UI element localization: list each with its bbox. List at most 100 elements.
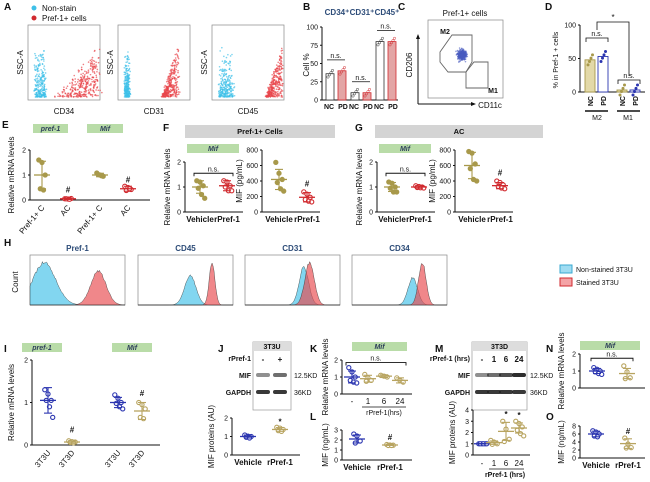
event-dot — [458, 47, 461, 49]
tick-label: 3 — [465, 419, 469, 426]
event-dot — [173, 59, 176, 62]
event-dot — [273, 70, 275, 73]
gate-m1 — [465, 61, 489, 89]
event-dot — [87, 69, 90, 72]
event-dot — [91, 95, 94, 98]
panel-letter: F — [163, 123, 169, 134]
group-label: NC — [374, 104, 384, 111]
data-point — [393, 36, 396, 40]
event-dot — [169, 94, 172, 96]
event-dot — [461, 56, 463, 58]
event-dot — [172, 95, 174, 97]
event-dot — [221, 77, 224, 79]
event-dot — [278, 55, 281, 57]
tick-label: 2 — [24, 358, 28, 365]
event-dot — [222, 70, 224, 73]
event-dot — [85, 95, 88, 98]
event-dot — [69, 88, 72, 91]
event-dot — [279, 61, 282, 63]
event-dot — [169, 95, 172, 98]
event-dot — [278, 59, 281, 61]
event-dot — [85, 81, 88, 84]
event-dot — [39, 78, 42, 81]
event-dot — [127, 83, 130, 86]
event-dot — [172, 69, 174, 72]
event-dot — [74, 87, 77, 89]
panel-letter: N — [546, 344, 553, 355]
significance-label: n.s. — [330, 53, 341, 60]
event-dot — [230, 90, 233, 93]
y-axis-label: SSC-A — [106, 50, 115, 75]
event-dot — [281, 90, 284, 92]
event-dot — [33, 66, 36, 68]
event-dot — [125, 90, 128, 93]
event-dot — [82, 95, 85, 97]
event-dot — [74, 80, 77, 83]
axis-arrow — [417, 38, 472, 105]
event-dot — [278, 62, 281, 65]
tick-label: 200 — [439, 194, 451, 201]
event-dot — [38, 92, 40, 95]
event-dot — [169, 84, 171, 87]
significance-label: * — [611, 13, 614, 22]
data-point — [586, 63, 590, 67]
event-dot — [61, 90, 64, 93]
panel-letter: A — [4, 2, 11, 13]
event-dot — [91, 56, 94, 59]
event-dot — [275, 64, 278, 66]
event-dot — [223, 55, 225, 58]
tick-label: 3 — [334, 428, 338, 435]
group-label: 24 — [515, 459, 524, 468]
event-dot — [459, 56, 462, 59]
event-dot — [282, 82, 284, 85]
group-label: PD — [633, 96, 640, 106]
subset-label: M2 — [592, 115, 602, 122]
event-dot — [123, 82, 126, 85]
event-dot — [166, 92, 169, 95]
tick-label: 0 — [369, 210, 373, 217]
event-dot — [85, 83, 88, 86]
y-axis-label: MIF (ng/mL) — [557, 420, 566, 464]
event-dot — [226, 79, 229, 81]
group-label: Vehicle — [265, 215, 293, 224]
event-dot — [78, 91, 80, 94]
event-dot — [78, 80, 81, 82]
event-dot — [90, 64, 92, 66]
event-dot — [43, 85, 46, 88]
gate-m2 — [439, 34, 473, 73]
event-dot — [271, 93, 273, 96]
event-dot — [37, 85, 40, 87]
event-dot — [280, 84, 282, 87]
bar — [375, 41, 385, 101]
data-point — [631, 93, 635, 97]
event-dot — [126, 54, 129, 57]
event-dot — [86, 83, 89, 85]
group-label: - — [481, 459, 484, 468]
event-dot — [278, 77, 280, 79]
event-dot — [126, 73, 129, 75]
event-dot — [67, 96, 69, 98]
event-dot — [44, 69, 46, 71]
stained-histogram — [352, 263, 447, 306]
event-dot — [163, 89, 166, 91]
tick-label: 100 — [306, 25, 318, 32]
data-point — [353, 92, 356, 96]
data-point — [621, 86, 625, 90]
tick-label: 600 — [246, 163, 258, 170]
event-dot — [280, 59, 282, 62]
event-dot — [230, 69, 233, 72]
event-dot — [458, 50, 460, 53]
event-dot — [57, 95, 59, 98]
event-dot — [220, 86, 222, 89]
event-dot — [281, 64, 284, 67]
data-point — [378, 41, 381, 45]
event-dot — [58, 95, 61, 98]
event-dot — [128, 90, 131, 93]
event-dot — [163, 92, 165, 95]
event-dot — [222, 95, 225, 98]
y-axis-label: Relative mRNA levels — [355, 149, 364, 226]
arrow-head — [471, 102, 476, 106]
event-dot — [176, 86, 179, 89]
legend-label: Non-stained 3T3U — [576, 267, 633, 274]
